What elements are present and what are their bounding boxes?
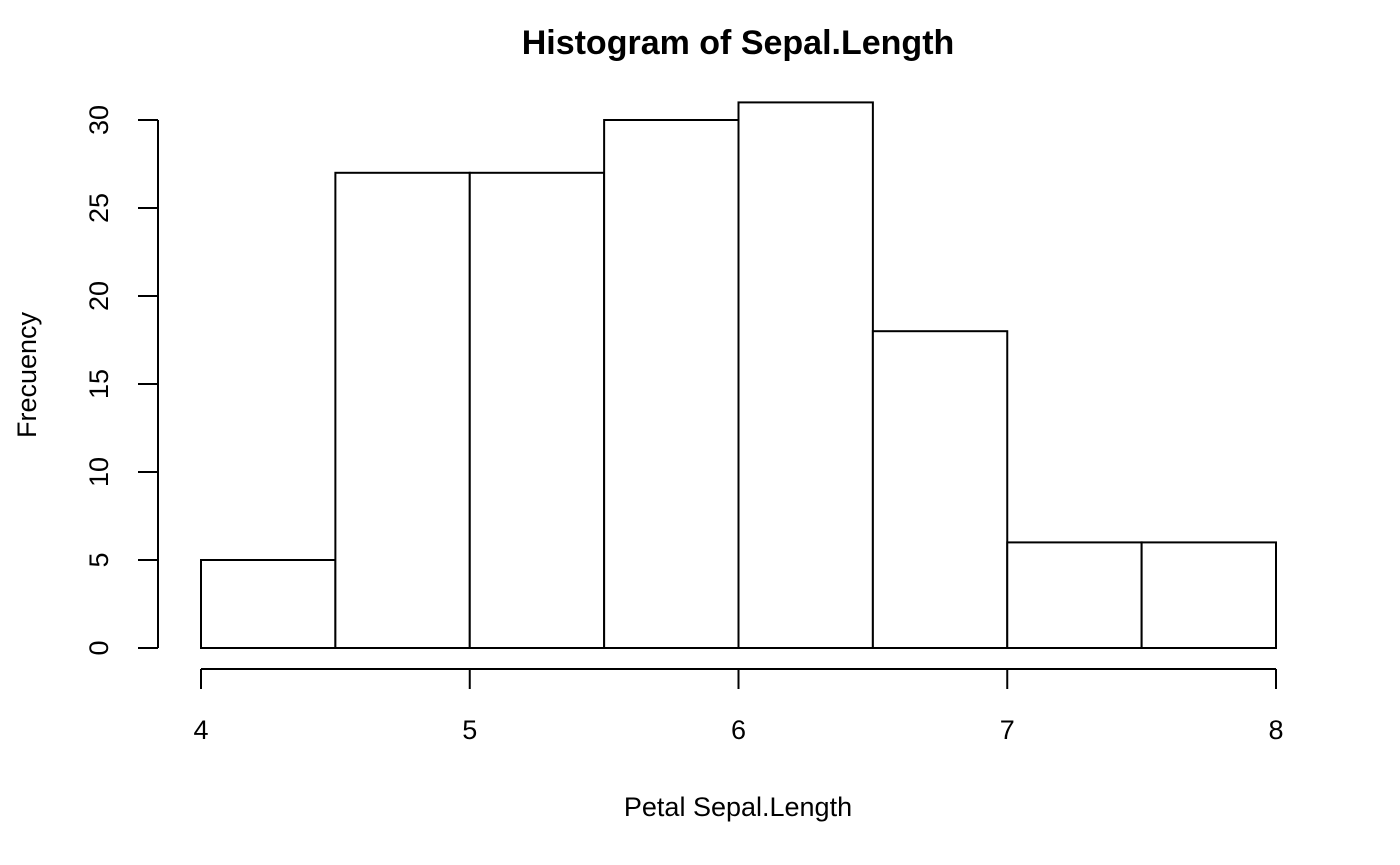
bars-group xyxy=(200,101,1277,650)
x-axis: 4 5 6 7 8 xyxy=(193,668,1284,745)
histogram-bar-4 xyxy=(603,119,740,649)
histogram-bar-8 xyxy=(1140,541,1277,650)
x-tick-label: 4 xyxy=(193,715,208,745)
y-tick-label: 30 xyxy=(84,105,114,135)
y-tick-label: 0 xyxy=(84,640,114,655)
y-axis-label: Frecuency xyxy=(12,311,42,438)
x-tick-label: 6 xyxy=(731,715,746,745)
histogram-bar-1 xyxy=(200,559,337,649)
y-tick-label: 10 xyxy=(84,457,114,487)
y-tick-label: 15 xyxy=(84,369,114,399)
y-tick-label: 25 xyxy=(84,193,114,223)
histogram-bar-2 xyxy=(334,171,471,650)
x-tick-label: 8 xyxy=(1268,715,1283,745)
y-tick-label: 20 xyxy=(84,281,114,311)
x-tick-label: 5 xyxy=(462,715,477,745)
x-tick-label: 7 xyxy=(1000,715,1015,745)
y-tick-label: 5 xyxy=(84,552,114,567)
histogram-bar-6 xyxy=(871,330,1009,649)
histogram-bar-5 xyxy=(737,101,874,649)
chart-title: Histogram of Sepal.Length xyxy=(522,24,955,62)
histogram-bar-3 xyxy=(468,171,606,650)
histogram-bar-7 xyxy=(1006,541,1143,650)
x-axis-label: Petal Sepal.Length xyxy=(624,792,852,822)
y-axis: 0 5 10 15 20 25 30 xyxy=(84,105,159,656)
